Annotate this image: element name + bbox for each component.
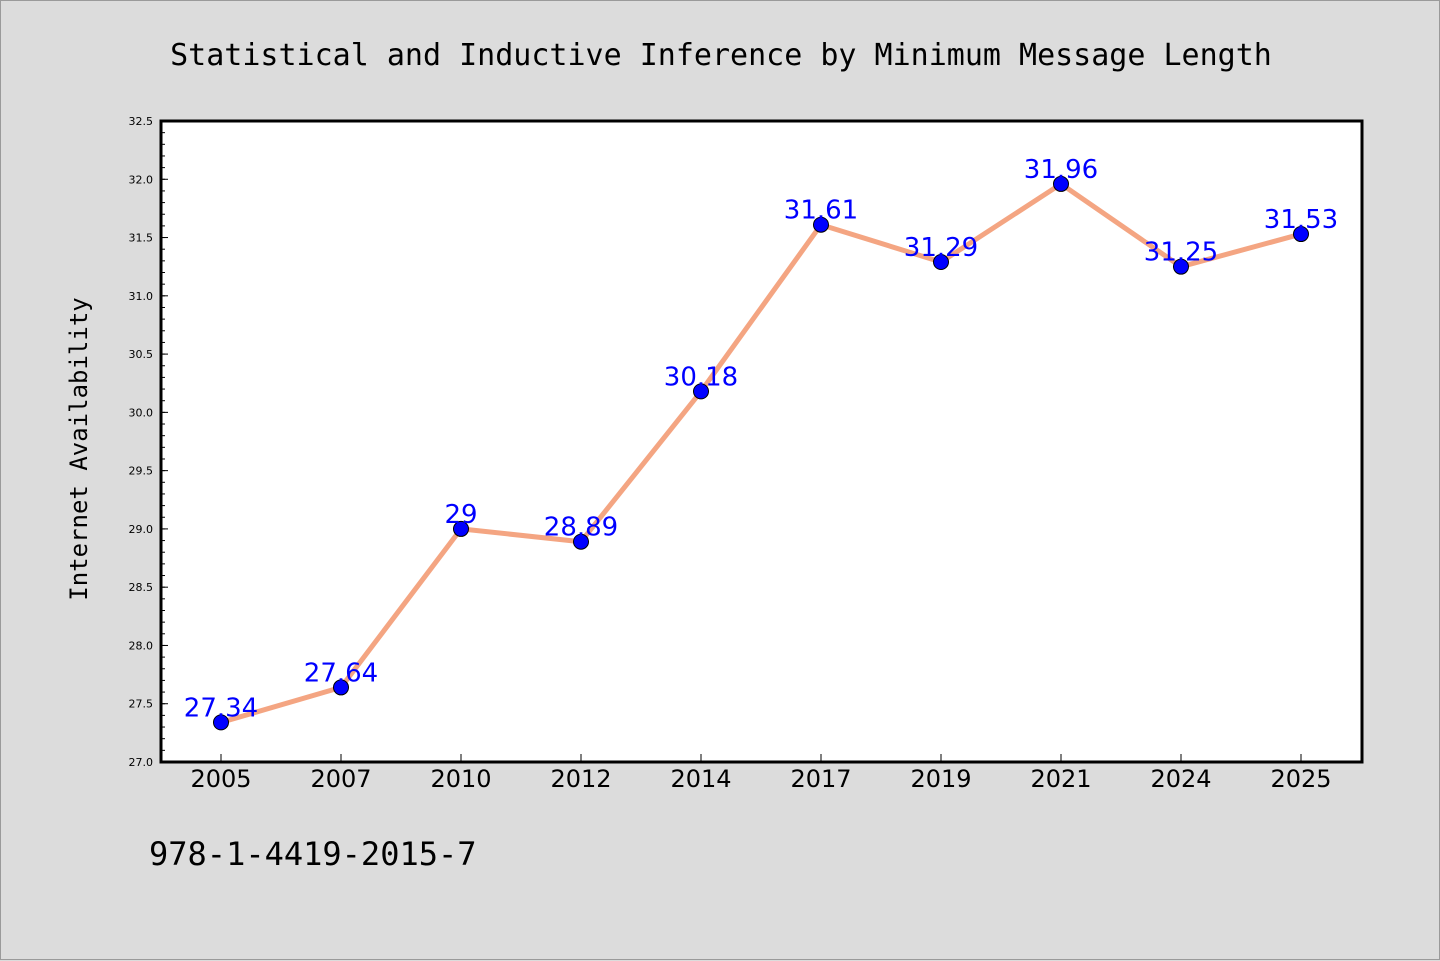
x-tick-label: 2012: [550, 765, 611, 793]
y-tick-label: 32.0: [129, 173, 154, 186]
data-point: [573, 533, 589, 550]
y-tick-label: 32.5: [129, 115, 154, 128]
data-label: 31.61: [784, 196, 858, 226]
data-label: 31.53: [1264, 205, 1338, 235]
data-label: 31.29: [904, 233, 978, 263]
y-tick-label: 29.5: [129, 465, 154, 478]
y-tick-label: 28.5: [129, 581, 154, 594]
series-line-group: [218, 181, 1304, 725]
plot-border: [159, 119, 1364, 764]
data-point: [813, 216, 829, 233]
data-point: [453, 520, 469, 537]
chart-title: Statistical and Inductive Inference by M…: [170, 38, 1272, 73]
data-label: 29: [444, 500, 477, 530]
data-point: [933, 254, 949, 271]
x-tick-label: 2010: [430, 765, 491, 793]
y-tick-label: 30.5: [129, 348, 154, 361]
x-tick-label: 2025: [1270, 765, 1331, 793]
data-label: 30.18: [664, 362, 738, 392]
y-tick-label: 27.5: [129, 698, 154, 711]
data-label: 27.34: [184, 693, 258, 723]
y-tick-label: 29.0: [129, 523, 154, 536]
series-line: [218, 181, 1304, 725]
data-label: 27.64: [304, 658, 378, 688]
data-point: [693, 383, 709, 400]
data-markers: [213, 175, 1309, 731]
data-labels: 27.34 27.64 29 28.89 30.18 31.61 31.29 31.96 31.…: [184, 155, 1338, 723]
y-tick-label: 31.0: [129, 290, 154, 303]
data-label: 31.96: [1024, 155, 1098, 185]
y-tick-label: 30.0: [129, 406, 154, 419]
data-point: [1293, 226, 1309, 243]
y-tick-label: 31.5: [129, 232, 154, 245]
x-tick-label: 2019: [910, 765, 971, 793]
x-tick-label: 2007: [310, 765, 371, 793]
data-point: [213, 714, 229, 731]
x-axis-ticks: 2005 2007 2010 2012 2014 2017 2019 2021 2024 2025: [190, 754, 1332, 793]
x-tick-label: 2017: [790, 765, 851, 793]
data-label: 28.89: [544, 513, 618, 543]
data-point: [1173, 258, 1189, 275]
y-axis-ticks: 27.0 27.5 28.0 28.5 29.0 29.5 30.0 30.5 31.0 31.5…: [129, 115, 168, 769]
data-point: [1053, 175, 1069, 192]
y-tick-label: 27.0: [129, 756, 154, 769]
x-tick-label: 2014: [670, 765, 731, 793]
plot-area: [161, 121, 1362, 762]
isbn-footer: 978-1-4419-2015-7: [149, 835, 477, 873]
y-axis-label: Internet Availability: [65, 297, 93, 600]
data-point: [333, 679, 349, 696]
y-tick-label: 28.0: [129, 639, 154, 652]
x-tick-label: 2024: [1150, 765, 1211, 793]
x-tick-label: 2021: [1030, 765, 1091, 793]
data-label: 31.25: [1144, 238, 1218, 268]
x-tick-label: 2005: [190, 765, 251, 793]
